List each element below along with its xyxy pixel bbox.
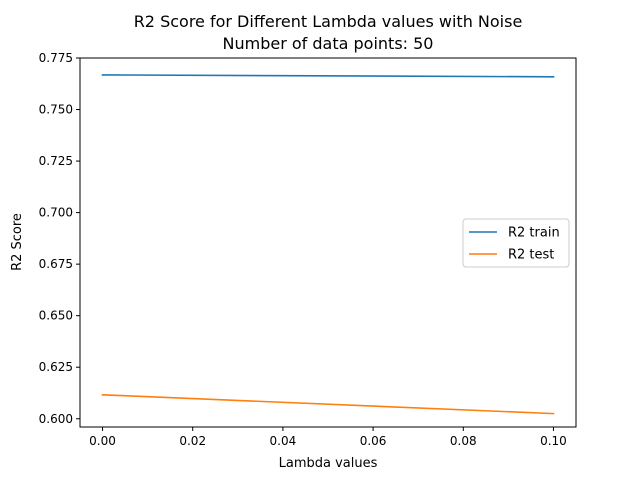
- y-axis-label: R2 Score: [10, 213, 25, 271]
- legend: R2 train R2 test: [462, 218, 570, 268]
- legend-label: R2 train: [508, 226, 560, 241]
- legend-box: [462, 218, 570, 268]
- y-tick-label: 0.675: [39, 257, 73, 271]
- y-tick-label: 0.650: [39, 309, 73, 323]
- y-tick-label: 0.725: [39, 154, 73, 168]
- y-tick-label: 0.775: [39, 51, 73, 65]
- plot-area-frame: [79, 57, 577, 428]
- y-tick-label: 0.625: [39, 360, 73, 374]
- chart-title: R2 Score for Different Lambda values wit…: [134, 12, 523, 31]
- x-tick-label: 0.10: [540, 434, 567, 448]
- series-lines: [101, 74, 555, 415]
- x-axis-label: Lambda values: [279, 456, 378, 471]
- chart-subtitle: Number of data points: 50: [223, 34, 434, 53]
- x-tick-label: 0.04: [270, 434, 297, 448]
- x-tick-label: 0.06: [360, 434, 387, 448]
- x-axis-ticks: 0.00 0.02 0.04 0.06 0.08 0.10: [89, 427, 567, 448]
- series-line-r2-test: [101, 393, 555, 415]
- y-tick-label: 0.750: [39, 103, 73, 117]
- y-tick-label: 0.600: [39, 412, 73, 426]
- x-tick-label: 0.00: [89, 434, 116, 448]
- y-tick-label: 0.700: [39, 206, 73, 220]
- x-tick-label: 0.08: [450, 434, 477, 448]
- y-axis-ticks: 0.600 0.625 0.650 0.675 0.700 0.725 0.750 0.775: [39, 51, 80, 426]
- legend-label: R2 test: [508, 248, 554, 263]
- x-tick-label: 0.02: [179, 434, 206, 448]
- series-line-r2-train: [101, 74, 555, 78]
